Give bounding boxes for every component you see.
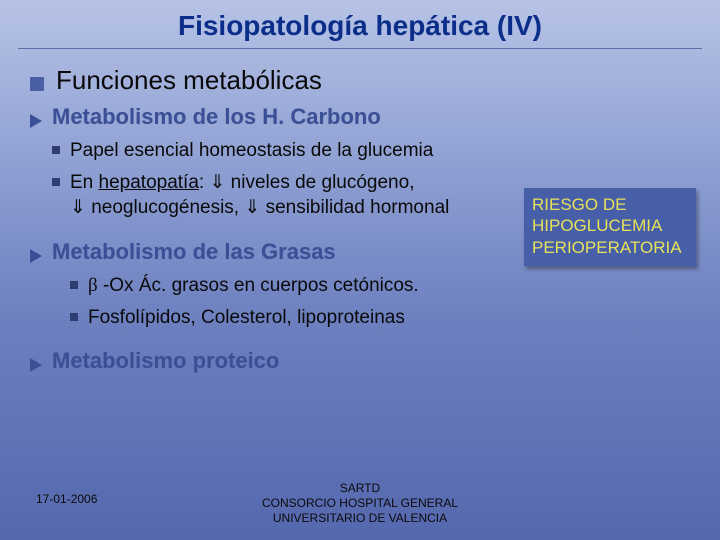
heading-text: Metabolismo proteico	[52, 348, 279, 374]
triangle-bullet-icon	[30, 114, 42, 128]
level3-item: Papel esencial homeostasis de la glucemi…	[52, 138, 690, 164]
t: sensibilidad hormonal	[260, 197, 449, 218]
callout-box: RIESGO DE HIPOGLUCEMIA PERIOPERATORIA	[524, 188, 696, 266]
level3-item: Fosfolípidos, Colesterol, lipoproteinas	[70, 305, 690, 331]
t: En	[70, 172, 99, 193]
item-text: Fosfolípidos, Colesterol, lipoproteinas	[88, 305, 405, 331]
footer-line: CONSORCIO HOSPITAL GENERAL	[0, 496, 720, 511]
footer: SARTD CONSORCIO HOSPITAL GENERAL UNIVERS…	[0, 481, 720, 526]
level3-item: β -Ox Ác. grasos en cuerpos cetónicos.	[70, 273, 690, 299]
footer-line: SARTD	[0, 481, 720, 496]
slide: Fisiopatología hepática (IV) Funciones m…	[0, 0, 720, 540]
page-title: Fisiopatología hepática (IV)	[178, 10, 542, 48]
level1-item: Funciones metabólicas	[30, 65, 690, 96]
level2-heading-carbono: Metabolismo de los H. Carbono	[30, 104, 690, 130]
small-square-bullet-icon	[52, 178, 60, 186]
item-text: En hepatopatía: ⇓ niveles de glucógeno, …	[70, 170, 449, 221]
callout-line: PERIOPERATORIA	[532, 237, 690, 258]
t: neoglucogénesis,	[86, 197, 244, 218]
callout-line: RIESGO DE	[532, 194, 690, 215]
small-square-bullet-icon	[70, 313, 78, 321]
small-square-bullet-icon	[70, 281, 78, 289]
small-square-bullet-icon	[52, 146, 60, 154]
title-wrap: Fisiopatología hepática (IV)	[0, 0, 720, 48]
down-arrow-icon: ⇓	[209, 172, 225, 193]
callout-line: HIPOGLUCEMIA	[532, 215, 690, 236]
item-text: Papel esencial homeostasis de la glucemi…	[70, 138, 433, 164]
item-text: β -Ox Ác. grasos en cuerpos cetónicos.	[88, 273, 419, 299]
down-arrow-icon: ⇓	[70, 197, 86, 218]
triangle-bullet-icon	[30, 249, 42, 263]
t: niveles de glucógeno,	[225, 172, 414, 193]
down-arrow-icon: ⇓	[244, 197, 260, 218]
t: -Ox Ác. grasos en cuerpos cetónicos.	[98, 275, 419, 296]
t: :	[199, 172, 210, 193]
triangle-bullet-icon	[30, 358, 42, 372]
heading-text: Metabolismo de los H. Carbono	[52, 104, 381, 130]
level2-heading-proteico: Metabolismo proteico	[30, 348, 690, 374]
beta-symbol: β	[88, 275, 98, 296]
level1-text: Funciones metabólicas	[56, 65, 322, 96]
heading-text: Metabolismo de las Grasas	[52, 239, 336, 265]
square-bullet-icon	[30, 77, 44, 91]
underlined-term: hepatopatía	[99, 172, 199, 193]
footer-line: UNIVERSITARIO DE VALENCIA	[0, 511, 720, 526]
